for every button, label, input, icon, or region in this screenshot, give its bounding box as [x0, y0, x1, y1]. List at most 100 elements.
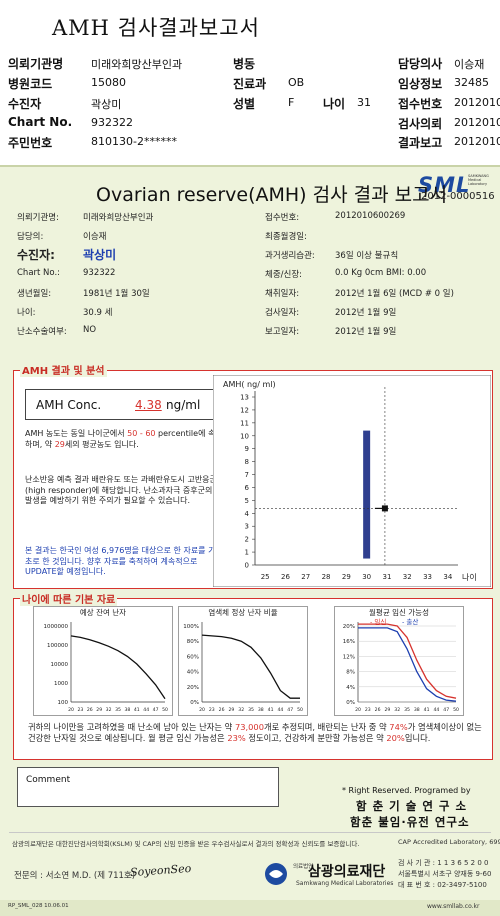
info-value: 2012년 1월 6일 (MCD # 0 일): [335, 289, 454, 299]
info-label: Chart No.:: [17, 268, 61, 278]
mini-x-tick-label: 35: [404, 707, 410, 713]
header-label: 임상정보: [398, 77, 443, 91]
x-tick-label: 34: [443, 573, 452, 581]
mini-y-tick-label: 100%: [183, 624, 199, 630]
info-label: 난소수술여부:: [17, 327, 67, 337]
mini-x-tick-label: 26: [87, 707, 93, 713]
mini-x-tick-label: 32: [106, 707, 112, 713]
summary-eggs: 73,000: [234, 722, 264, 732]
info-label: 접수번호:: [265, 213, 300, 223]
mini-title: 예상 잔여 난자: [80, 607, 126, 617]
info-label: 수진자:: [17, 248, 55, 262]
mini-x-tick-label: 38: [124, 707, 130, 713]
header-label: 담당의사: [398, 57, 443, 71]
summary-birth: 20%: [386, 732, 405, 743]
amh-conc-unit: ng/ml: [166, 398, 201, 412]
info-value: 30.9 세: [83, 308, 113, 318]
info-value: NO: [83, 325, 97, 335]
mini-x-tick-label: 44: [433, 707, 439, 713]
header-label: 병동: [233, 57, 256, 71]
mini-x-tick-label: 29: [228, 707, 234, 713]
analysis1-b: percentile에 속하며, 약: [25, 429, 216, 449]
amh-analysis-1: AMH 농도는 동일 나이군에서 50 - 60 percentile에 속하며…: [25, 429, 220, 450]
accreditation-notice: 삼광의료재단은 대한진단검사의학회(KSLM) 및 CAP의 신임 인증을 받은…: [12, 840, 360, 848]
legend-birth: - 출산: [402, 617, 418, 626]
bottom-bar: [0, 900, 500, 916]
report-title: Ovarian reserve(AMH) 검사 결과 보고서: [96, 184, 448, 206]
analysis1-c: 세의 평균농도 입니다.: [64, 439, 139, 449]
chart-xlabel: 나이: [462, 572, 477, 582]
mini-frame: [178, 606, 308, 716]
mini-y-tick-label: 12%: [343, 654, 355, 660]
amh-conc-box: AMH Conc. 4.38 ng/ml: [25, 389, 218, 420]
y-tick-label: 7: [245, 471, 249, 479]
info-label: 나이:: [17, 308, 36, 318]
info-label: 보고일자:: [265, 327, 300, 337]
summary-4: 정도이고, 건강하게 분만할 가능성은 약: [245, 732, 387, 743]
form-code: RP_SML_028 10.06.01: [8, 903, 69, 909]
summary-ratio: 74%: [389, 722, 408, 732]
y-tick-label: 5: [245, 497, 249, 505]
range-bar: [363, 430, 371, 559]
x-tick-label: 25: [261, 573, 270, 581]
info-label: 생년월일:: [17, 289, 52, 299]
y-tick-label: 12: [240, 406, 249, 414]
analysis1-range: 50 - 60: [127, 429, 156, 438]
mini-x-tick-label: 38: [258, 707, 264, 713]
mini-x-tick-label: 44: [143, 707, 149, 713]
info-label: 검사일자:: [265, 308, 300, 318]
mini-title: 염색체 정상 난자 비율: [208, 607, 277, 617]
summary-pregnancy: 23%: [227, 732, 246, 743]
amh-analysis-3: 본 결과는 한국인 여성 6,976명을 대상으로 한 자료를 기초로 한 것입…: [25, 546, 216, 576]
info-value: 이승재: [83, 232, 107, 242]
header-label: 의뢰기관명: [8, 57, 64, 71]
info-label: 과거생리습관:: [265, 251, 315, 261]
mini-x-tick-label: 44: [277, 707, 283, 713]
mini-x-tick-label: 47: [287, 707, 293, 713]
mini-y-tick-label: 1000: [54, 681, 68, 687]
y-tick-label: 10: [240, 432, 249, 440]
info-value: 932322: [83, 268, 116, 278]
y-tick-label: 13: [240, 394, 249, 402]
amh-conc-value: 4.38: [135, 398, 162, 412]
y-tick-label: 3: [245, 523, 249, 531]
header-value: OB: [288, 76, 305, 89]
summary-5: 입니다.: [404, 732, 431, 743]
mini-x-tick-label: 35: [248, 707, 254, 713]
analysis1-a: AMH 농도는 동일 나이군에서: [25, 429, 128, 438]
mini-x-tick-label: 47: [153, 707, 159, 713]
info-label: 담당의:: [17, 232, 44, 242]
x-tick-label: 33: [423, 573, 432, 581]
report-number: 2012-0000516: [421, 191, 495, 202]
summary-3: 가 염색체이상이 없는 건강한 난자일 것으로 예상됩니다. 월 평균 임신 가…: [28, 722, 482, 743]
y-tick-label: 8: [245, 458, 249, 466]
y-tick-label: 0: [245, 562, 249, 570]
mini-y-tick-label: 4%: [346, 685, 355, 691]
header-label: 수진자: [8, 97, 42, 111]
doctor-name: 전문의 : 서소연 M.D. (제 711호): [14, 871, 136, 881]
mini-y-tick-label: 20%: [343, 624, 355, 630]
amh-section-title: AMH 결과 및 분석: [20, 362, 107, 377]
info-label: 의뢰기관명:: [17, 213, 59, 223]
foundation-small: 의료법인: [293, 864, 314, 870]
research-center-2: 함춘 불임·유전 연구소: [350, 815, 470, 829]
mini-x-tick-label: 20: [68, 707, 74, 713]
header-label: 접수번호: [398, 97, 443, 111]
header-label: 검사의뢰: [398, 117, 443, 131]
mini-x-tick-label: 35: [115, 707, 121, 713]
mini-y-tick-label: 10000: [51, 662, 69, 668]
page-title: AMH 검사결과보고서: [52, 16, 260, 40]
research-center-1: 함 춘 기 술 연 구 소: [356, 799, 468, 813]
amh-analysis-2: 난소반응 예측 결과 배란유도 또는 과배란유도시 고반응군 (high res…: [25, 475, 217, 505]
mini-x-tick-label: 47: [443, 707, 449, 713]
header-label: 병원코드: [8, 77, 53, 91]
foundation-english: Samkwang Medical Laboratories: [296, 880, 394, 887]
info-value: 2012년 1월 9일: [335, 327, 397, 337]
info-value: 1981년 1월 30일: [83, 289, 150, 299]
phone-number: 대 표 번 호 : 02-3497-5100: [398, 881, 487, 889]
mini-series-line: [358, 627, 457, 702]
x-tick-label: 29: [342, 573, 351, 581]
mini-x-tick-label: 41: [424, 707, 430, 713]
